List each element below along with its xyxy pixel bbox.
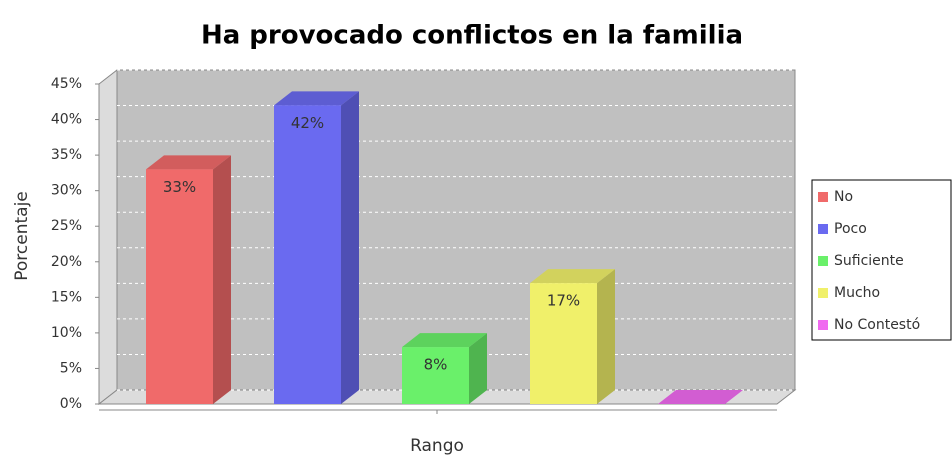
legend-label: Mucho [834,285,880,301]
left-wall [98,68,118,406]
y-tick-label: 35% [51,147,82,163]
y-tick-label: 20% [51,254,82,270]
legend-swatch [818,256,828,266]
x-axis-label: Rango [410,436,464,456]
y-tick-label: 5% [60,360,82,376]
y-tick-label: 15% [51,289,82,305]
legend-swatch [818,288,828,298]
bar [402,333,487,404]
y-tick-label: 30% [51,183,82,199]
chart-title: Ha provocado conflictos en la familia [201,21,743,51]
data-label: 8% [424,356,448,374]
legend-swatch [818,320,828,330]
legend-swatch [818,224,828,234]
legend-label: Poco [834,221,867,237]
bar [274,91,359,404]
y-tick-label: 25% [51,218,82,234]
y-axis-label: Porcentaje [12,191,32,281]
bar [530,269,615,404]
y-tick-label: 10% [51,325,82,341]
data-label: 17% [547,292,580,310]
y-tick-label: 45% [51,76,82,92]
legend-box [811,179,952,341]
bar [146,155,231,404]
legend-label: No Contestó [834,317,920,333]
bar [658,390,743,404]
legend-label: Suficiente [834,253,904,269]
y-tick-label: 0% [60,396,82,412]
data-label: 33% [163,178,196,196]
legend-swatch [818,192,828,202]
y-tick-label: 40% [51,112,82,128]
data-label: 42% [291,114,324,132]
legend-label: No [834,189,853,205]
